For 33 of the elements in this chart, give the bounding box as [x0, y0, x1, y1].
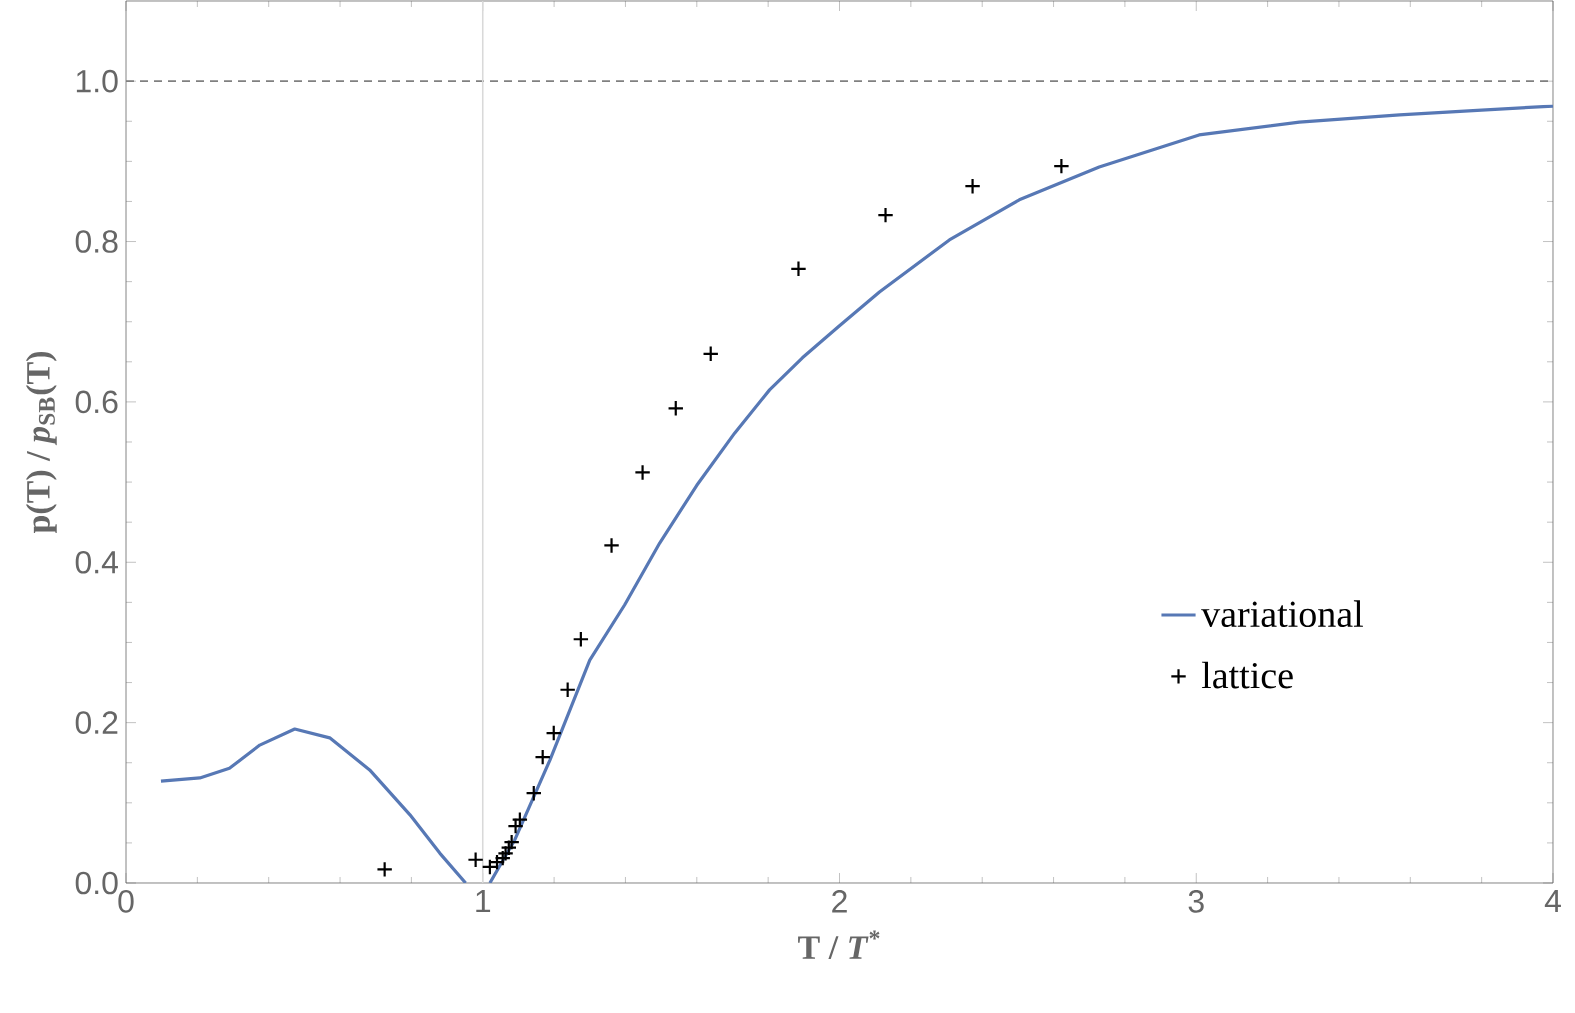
- point: [634, 464, 651, 481]
- x-tick-label: 4: [1544, 890, 1561, 913]
- y-tick-label: 0.8: [75, 230, 118, 253]
- x-tick-label: 3: [1188, 890, 1204, 913]
- point: [467, 851, 484, 869]
- point: [494, 849, 512, 867]
- legend-label: variational: [1201, 600, 1363, 628]
- point: [545, 724, 563, 742]
- y-tick-label: 0.2: [75, 711, 118, 734]
- x-axis-title: T / T$^{*}$: [798, 930, 880, 960]
- point: [572, 630, 590, 648]
- y-axis-title: p(T) / p$_{SB}$(T): [25, 351, 57, 534]
- x-tick-label: 0: [118, 890, 134, 913]
- point: [1053, 157, 1070, 175]
- y-tick-label: 1.0: [76, 69, 118, 93]
- point: [790, 260, 807, 278]
- legend-label: lattice: [1201, 661, 1293, 689]
- point: [376, 861, 393, 878]
- point: [503, 833, 520, 851]
- point: [603, 537, 620, 554]
- point: [525, 784, 543, 802]
- y-tick-label: 0.4: [75, 550, 118, 574]
- point: [667, 400, 685, 417]
- point: [559, 681, 576, 699]
- x-tick-label: 2: [832, 890, 847, 913]
- x-tick-label: 1: [476, 890, 491, 913]
- point: [964, 177, 981, 195]
- point: [702, 345, 720, 363]
- y-tick-label: 0.6: [75, 390, 118, 414]
- y-tick-label: 0.0: [75, 871, 118, 895]
- point: [497, 845, 514, 862]
- point: [534, 748, 551, 766]
- point: [877, 206, 894, 224]
